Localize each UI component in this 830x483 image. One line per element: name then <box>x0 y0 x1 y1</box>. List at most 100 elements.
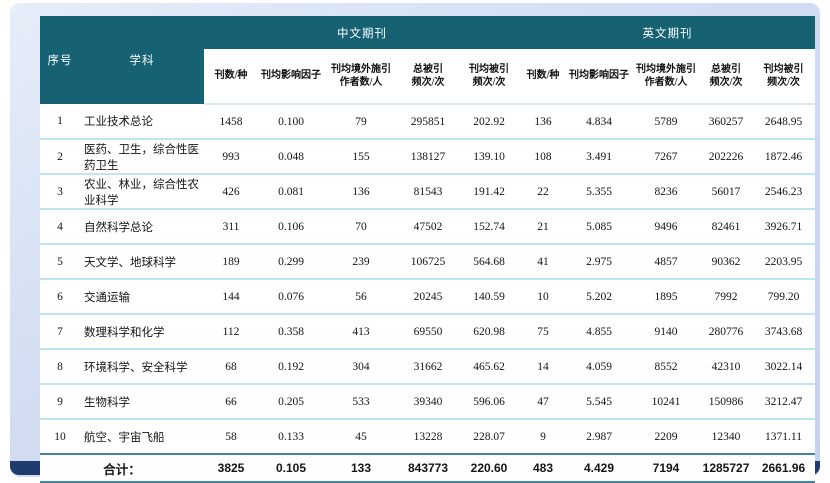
metric-cell: 9 <box>520 419 567 454</box>
metric-cell: 136 <box>520 104 567 140</box>
metric-cell: 228.07 <box>458 419 521 454</box>
metric-cell: 5789 <box>632 104 701 140</box>
table-row: 9 生物科学 66 0.205 533 39340 596.06 47 5.54… <box>40 384 816 420</box>
metric-cell: 564.68 <box>458 244 521 280</box>
metric-cell: 20245 <box>398 279 458 315</box>
table-row: 1 工业技术总论 1458 0.100 79 295851 202.92 136… <box>40 104 816 140</box>
table-row: 4 自然科学总论 311 0.106 70 47502 152.74 21 5.… <box>40 209 816 245</box>
group-header-cn: 中文期刊 <box>204 16 521 49</box>
total-row: 合计： 3825 0.105 133 843773 220.60 483 4.4… <box>40 453 816 483</box>
table-row: 2 医药、卫生，综合性医药卫生 993 0.048 155 138127 139… <box>40 139 816 175</box>
metric-cell: 68 <box>204 349 258 385</box>
metric-cell: 304 <box>324 349 398 385</box>
metric-cell: 426 <box>204 174 258 210</box>
total-metric-cell: 7194 <box>632 453 701 483</box>
metric-cell: 2203.95 <box>752 244 816 280</box>
metric-cell: 2209 <box>632 419 701 454</box>
metric-cell: 31662 <box>398 349 458 385</box>
metric-cell: 5.202 <box>566 279 633 315</box>
metric-header: 总被引 频次/次 <box>700 49 753 105</box>
metric-cell: 4.059 <box>566 349 633 385</box>
metric-cell: 81543 <box>398 174 458 210</box>
metric-cell: 106725 <box>398 244 458 280</box>
metric-header: 刊均影响因子 <box>258 49 324 105</box>
subject-cell: 航空、宇宙飞船 <box>80 419 204 454</box>
metric-cell: 3022.14 <box>752 349 816 385</box>
metric-header: 刊数/种 <box>520 49 567 105</box>
metric-cell: 47 <box>520 384 567 420</box>
table-row: 8 环境科学、安全科学 68 0.192 304 31662 465.62 14… <box>40 349 816 385</box>
group-header-row: 序号 学科 中文期刊 英文期刊 <box>40 16 816 104</box>
group-header-en: 英文期刊 <box>520 16 816 49</box>
subject-cell: 天文学、地球科学 <box>80 244 204 280</box>
metric-cell: 360257 <box>700 104 753 140</box>
subject-cell: 农业、林业，综合性农业科学 <box>80 174 204 210</box>
metric-cell: 47502 <box>398 209 458 245</box>
metric-cell: 311 <box>204 209 258 245</box>
metric-cell: 2.975 <box>566 244 633 280</box>
metric-cell: 465.62 <box>458 349 521 385</box>
row-index-cell: 4 <box>40 209 80 245</box>
metric-cell: 58 <box>204 419 258 454</box>
metric-cell: 239 <box>324 244 398 280</box>
subject-cell: 生物科学 <box>80 384 204 420</box>
metric-cell: 0.299 <box>258 244 324 280</box>
metric-cell: 2648.95 <box>752 104 816 140</box>
total-metric-cell: 3825 <box>204 453 258 483</box>
metric-cell: 152.74 <box>458 209 521 245</box>
metric-cell: 0.205 <box>258 384 324 420</box>
metric-cell: 3926.71 <box>752 209 816 245</box>
metric-cell: 0.081 <box>258 174 324 210</box>
metric-cell: 90362 <box>700 244 753 280</box>
journal-metrics-table: 序号 学科 中文期刊 英文期刊 刊数/种 刊均影响因子 刊均境外施引 作者数/人… <box>40 16 816 483</box>
metric-cell: 7267 <box>632 139 701 175</box>
metric-cell: 79 <box>324 104 398 140</box>
total-metric-cell: 483 <box>520 453 567 483</box>
metric-cell: 2546.23 <box>752 174 816 210</box>
metric-header: 刊均影响因子 <box>566 49 633 105</box>
metric-cell: 0.076 <box>258 279 324 315</box>
subject-cell: 数理科学和化学 <box>80 314 204 350</box>
metric-cell: 8236 <box>632 174 701 210</box>
metric-cell: 108 <box>520 139 567 175</box>
metric-cell: 12340 <box>700 419 753 454</box>
metric-cell: 136 <box>324 174 398 210</box>
metric-cell: 9496 <box>632 209 701 245</box>
col-header-subject: 学科 <box>80 16 204 104</box>
metric-cell: 5.355 <box>566 174 633 210</box>
subject-cell: 交通运输 <box>80 279 204 315</box>
subject-cell: 工业技术总论 <box>80 104 204 140</box>
metric-cell: 799.20 <box>752 279 816 315</box>
subject-cell: 医药、卫生，综合性医药卫生 <box>80 139 204 175</box>
metric-cell: 10241 <box>632 384 701 420</box>
metric-cell: 533 <box>324 384 398 420</box>
total-metric-cell: 0.105 <box>258 453 324 483</box>
row-index-cell: 7 <box>40 314 80 350</box>
metric-cell: 0.358 <box>258 314 324 350</box>
metric-cell: 596.06 <box>458 384 521 420</box>
total-label-cell: 合计： <box>40 453 204 483</box>
subject-cell: 环境科学、安全科学 <box>80 349 204 385</box>
metric-cell: 22 <box>520 174 567 210</box>
metric-cell: 56017 <box>700 174 753 210</box>
col-header-index: 序号 <box>40 16 80 104</box>
metric-header: 总被引 频次/次 <box>398 49 458 105</box>
metric-header: 刊均境外施引 作者数/人 <box>324 49 398 105</box>
metric-cell: 3212.47 <box>752 384 816 420</box>
total-metric-cell: 1285727 <box>700 453 753 483</box>
row-index-cell: 9 <box>40 384 80 420</box>
metric-cell: 620.98 <box>458 314 521 350</box>
metric-cell: 155 <box>324 139 398 175</box>
row-index-cell: 5 <box>40 244 80 280</box>
metric-cell: 139.10 <box>458 139 521 175</box>
row-index-cell: 10 <box>40 419 80 454</box>
metric-cell: 295851 <box>398 104 458 140</box>
metric-cell: 0.192 <box>258 349 324 385</box>
metric-cell: 112 <box>204 314 258 350</box>
metric-header: 刊均被引 频次/次 <box>752 49 816 105</box>
metric-cell: 280776 <box>700 314 753 350</box>
metric-header: 刊均境外施引 作者数/人 <box>632 49 701 105</box>
table-row: 6 交通运输 144 0.076 56 20245 140.59 10 5.20… <box>40 279 816 315</box>
metric-cell: 202.92 <box>458 104 521 140</box>
metric-cell: 5.085 <box>566 209 633 245</box>
